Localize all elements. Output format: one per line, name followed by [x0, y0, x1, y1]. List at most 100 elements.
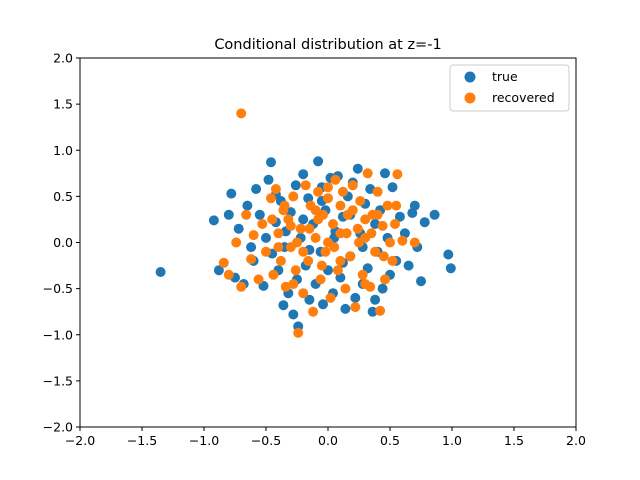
- point-recovered-30: [313, 186, 324, 197]
- point-true-78: [445, 263, 456, 274]
- point-true-74: [416, 276, 426, 287]
- point-recovered-84: [323, 182, 333, 193]
- point-recovered-76: [298, 246, 309, 257]
- point-recovered-62: [392, 169, 403, 180]
- point-true-62: [377, 283, 388, 294]
- point-recovered-81: [360, 214, 371, 225]
- y-tick-label: −2.0: [43, 420, 73, 435]
- legend-label-recovered: recovered: [492, 90, 555, 105]
- point-recovered-56: [377, 220, 388, 231]
- point-true-59: [370, 219, 381, 229]
- y-tick-label: 0.0: [53, 235, 73, 250]
- point-true-8: [242, 200, 253, 211]
- point-true-76: [429, 209, 440, 220]
- point-true-63: [380, 168, 390, 179]
- point-recovered-25: [300, 180, 311, 191]
- x-tick-label: 0.0: [318, 433, 338, 448]
- point-true-4: [226, 188, 237, 199]
- point-true-10: [251, 184, 262, 194]
- point-true-0: [155, 267, 166, 277]
- point-recovered-23: [295, 223, 306, 234]
- point-recovered-35: [325, 292, 336, 303]
- point-recovered-74: [316, 260, 327, 271]
- point-recovered-53: [370, 246, 381, 257]
- point-true-14: [263, 174, 274, 185]
- point-recovered-22: [293, 327, 304, 338]
- point-recovered-7: [248, 230, 259, 241]
- x-tick-label: −1.5: [127, 433, 157, 448]
- point-recovered-83: [372, 209, 383, 220]
- point-recovered-88: [267, 214, 278, 225]
- x-tick-label: 1.5: [504, 433, 524, 448]
- point-recovered-1: [218, 257, 229, 268]
- point-recovered-89: [391, 200, 402, 211]
- point-recovered-67: [292, 237, 302, 248]
- point-true-32: [304, 294, 315, 305]
- point-true-15: [266, 157, 276, 168]
- point-recovered-57: [380, 274, 390, 285]
- point-recovered-60: [387, 255, 398, 266]
- point-recovered-15: [275, 255, 286, 266]
- x-tick-label: −0.5: [251, 433, 281, 448]
- point-recovered-55: [375, 305, 386, 316]
- point-recovered-38: [332, 265, 343, 276]
- legend-label-true: true: [492, 69, 518, 84]
- y-tick-label: −0.5: [43, 281, 73, 296]
- point-recovered-13: [270, 184, 281, 194]
- point-true-29: [298, 169, 309, 180]
- point-recovered-4: [236, 281, 247, 292]
- point-recovered-72: [285, 220, 296, 231]
- chart-title: Conditional distribution at z=-1: [214, 37, 441, 53]
- point-recovered-20: [288, 191, 299, 202]
- point-recovered-11: [266, 193, 276, 204]
- point-recovered-9: [257, 219, 268, 229]
- point-true-2: [213, 265, 224, 276]
- x-tick-label: −1.0: [189, 433, 219, 448]
- point-recovered-8: [253, 274, 264, 285]
- y-tick-label: −1.0: [43, 327, 73, 342]
- point-recovered-5: [241, 209, 252, 220]
- point-true-20: [278, 300, 289, 311]
- point-recovered-44: [347, 180, 358, 191]
- point-recovered-73: [335, 255, 346, 266]
- point-recovered-75: [354, 237, 364, 248]
- x-tick-label: 0.5: [380, 433, 400, 448]
- point-recovered-63: [397, 235, 408, 246]
- point-true-79: [246, 242, 257, 253]
- y-tick-label: −1.5: [43, 373, 73, 388]
- point-recovered-65: [313, 214, 324, 225]
- point-recovered-41: [340, 283, 351, 294]
- ticks-layer: −2.0 −1.5 −1.0 −0.5 0.0 0.5 1.0 1.5 2.0 −2.0 −1.5 −…: [43, 51, 586, 449]
- point-recovered-61: [390, 219, 400, 229]
- point-recovered-54: [372, 186, 383, 197]
- point-true-35: [313, 156, 324, 167]
- point-recovered-77: [366, 228, 377, 239]
- point-true-6: [233, 223, 244, 234]
- points-layer: [155, 108, 456, 338]
- point-recovered-82: [279, 200, 290, 211]
- point-recovered-85: [288, 279, 299, 289]
- point-recovered-12: [268, 269, 279, 280]
- point-recovered-34: [323, 193, 333, 204]
- legend-marker-recovered: [464, 92, 476, 104]
- point-recovered-78: [273, 242, 284, 253]
- point-recovered-14: [273, 228, 284, 239]
- point-recovered-45: [350, 302, 361, 313]
- point-recovered-21: [290, 265, 301, 276]
- x-tick-label: 1.0: [442, 433, 462, 448]
- legend-marker-true: [464, 71, 476, 83]
- point-true-13: [261, 232, 271, 243]
- point-true-82: [298, 214, 309, 225]
- point-recovered-43: [345, 251, 356, 262]
- x-tick-label: 2.0: [566, 433, 586, 448]
- point-true-11: [254, 209, 265, 220]
- point-recovered-26: [303, 255, 314, 266]
- point-recovered-24: [298, 288, 309, 299]
- point-true-66: [387, 182, 398, 193]
- point-true-24: [288, 309, 299, 320]
- point-recovered-3: [231, 237, 242, 248]
- point-recovered-48: [357, 269, 368, 280]
- point-true-68: [394, 211, 405, 222]
- point-true-1: [208, 215, 219, 226]
